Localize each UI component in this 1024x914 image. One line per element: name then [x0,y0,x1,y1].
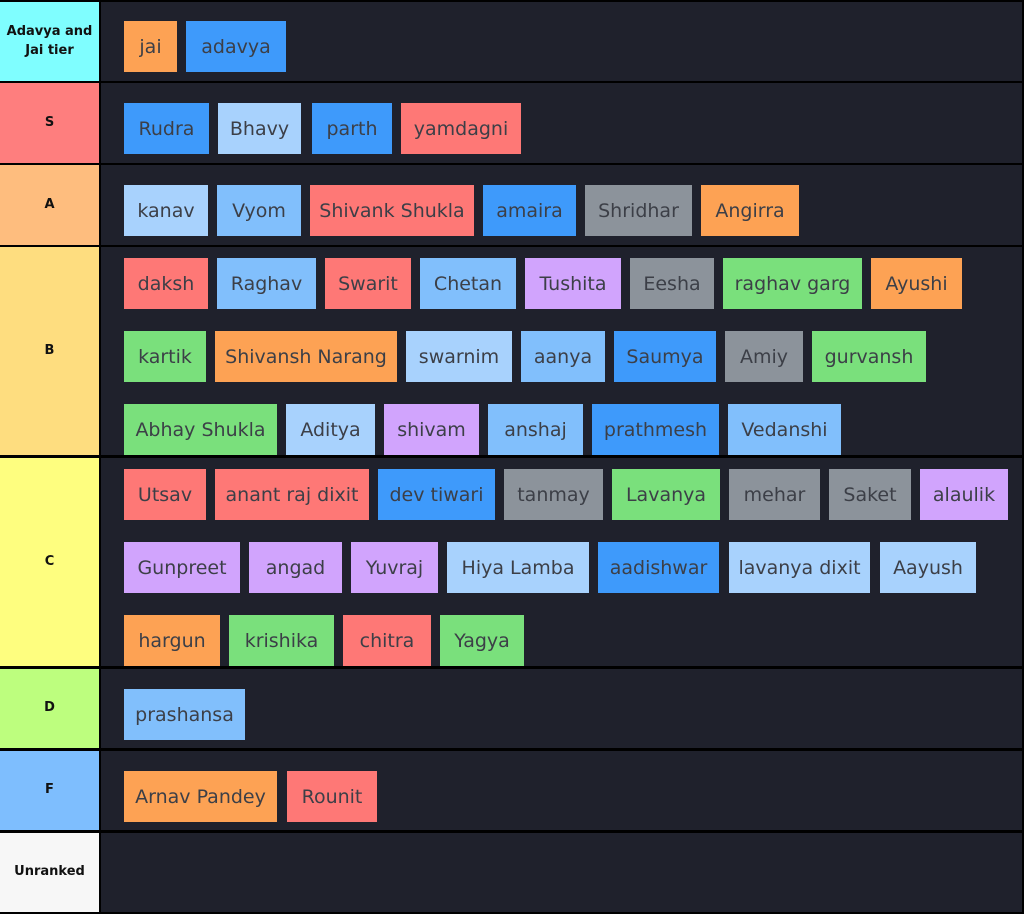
tier-row: S Rudra Bhavy parth yamdagni [0,83,1022,163]
tier-item-chip[interactable]: Eesha [630,258,714,309]
tier-item-chip[interactable]: raghav garg [723,258,862,309]
tier-item-chip[interactable]: yamdagni [401,103,521,154]
tier-items-dropzone[interactable]: Rudra Bhavy parth yamdagni [101,83,1022,163]
tier-item-chip[interactable]: Shridhar [585,185,692,236]
tier-row: Adavya and Jai tier jai adavya [0,2,1022,81]
tier-label: Adavya and Jai tier [0,2,99,81]
tier-item-chip[interactable]: Utsav [124,469,206,520]
tier-items-dropzone[interactable]: Utsav anant raj dixit dev tiwari tanmay Lava… [101,458,1022,666]
tier-item-chip[interactable]: kartik [124,331,206,382]
tier-item-chip[interactable]: Gunpreet [124,542,240,593]
tier-item-chip[interactable]: Arnav Pandey [124,771,277,822]
tier-item-chip[interactable]: jai [124,21,177,72]
tier-item-chip[interactable]: anshaj [488,404,583,455]
tier-label: S [0,83,99,163]
tier-items-dropzone[interactable]: prashansa [101,669,1022,748]
tier-item-chip[interactable]: mehar [729,469,820,520]
tier-item-chip[interactable]: Chetan [420,258,516,309]
tier-item-chip[interactable]: Saumya [614,331,716,382]
tier-item-chip[interactable]: Ayushi [871,258,962,309]
tier-item-chip[interactable]: Aditya [286,404,375,455]
tier-item-chip[interactable]: Raghav [217,258,316,309]
tier-items-dropzone[interactable] [101,833,1022,912]
tier-label: B [0,247,99,455]
tier-item-chip[interactable]: Vedanshi [728,404,841,455]
tier-item-chip[interactable]: Shivank Shukla [310,185,474,236]
tier-item-chip[interactable]: Shivansh Narang [215,331,397,382]
tier-item-chip[interactable]: parth [312,103,392,154]
tier-item-chip[interactable]: Angirra [701,185,799,236]
tier-item-chip[interactable]: Rudra [124,103,209,154]
tier-item-chip[interactable]: krishika [229,615,334,666]
tier-label: C [0,458,99,666]
tier-item-chip[interactable]: prashansa [124,689,245,740]
tier-item-chip[interactable]: daksh [124,258,208,309]
tier-items-dropzone[interactable]: daksh Raghav Swarit Chetan Tushita Eesha ragha… [101,247,1022,455]
tier-item-chip[interactable]: angad [249,542,342,593]
tier-item-chip[interactable]: Bhavy [218,103,301,154]
tier-item-chip[interactable]: dev tiwari [378,469,495,520]
tier-item-chip[interactable]: hargun [124,615,220,666]
tier-item-chip[interactable]: chitra [343,615,431,666]
tier-item-chip[interactable]: anant raj dixit [215,469,369,520]
tier-item-chip[interactable]: Tushita [525,258,621,309]
tier-items-dropzone[interactable]: kanav Vyom Shivank Shukla amaira Shridhar Ang… [101,165,1022,245]
tier-item-chip[interactable]: Saket [829,469,911,520]
tier-item-chip[interactable]: aadishwar [598,542,719,593]
tier-label: F [0,751,99,830]
tier-item-chip[interactable]: aanya [521,331,605,382]
tier-item-chip[interactable]: Abhay Shukla [124,404,277,455]
tier-label: Unranked [0,833,99,912]
tier-item-chip[interactable]: Amiy [725,331,803,382]
tier-label: D [0,669,99,748]
tier-item-chip[interactable]: alaulik [920,469,1008,520]
tier-item-chip[interactable]: kanav [124,185,208,236]
tier-row: F Arnav Pandey Rounit [0,751,1022,830]
tier-item-chip[interactable]: Swarit [325,258,411,309]
tier-item-chip[interactable]: tanmay [504,469,603,520]
tier-items-dropzone[interactable]: Arnav Pandey Rounit [101,751,1022,830]
tier-item-chip[interactable]: Lavanya [612,469,720,520]
tier-item-chip[interactable]: Rounit [287,771,377,822]
tier-item-chip[interactable]: amaira [483,185,576,236]
tier-row: Unranked [0,833,1022,912]
tier-item-chip[interactable]: gurvansh [812,331,926,382]
tier-item-chip[interactable]: Hiya Lamba [447,542,589,593]
tier-item-chip[interactable]: adavya [186,21,286,72]
tier-item-chip[interactable]: Vyom [217,185,301,236]
tier-item-chip[interactable]: Yagya [440,615,524,666]
tier-row: C Utsav anant raj dixit dev tiwari tanmay Lav… [0,458,1022,666]
tier-item-chip[interactable]: Yuvraj [351,542,438,593]
tier-item-chip[interactable]: prathmesh [592,404,719,455]
tier-items-dropzone[interactable]: jai adavya [101,2,1022,81]
tier-item-chip[interactable]: swarnim [406,331,512,382]
tier-item-chip[interactable]: shivam [384,404,479,455]
tier-item-chip[interactable]: Aayush [880,542,976,593]
tier-label: A [0,165,99,245]
tier-item-chip[interactable]: lavanya dixit [729,542,870,593]
